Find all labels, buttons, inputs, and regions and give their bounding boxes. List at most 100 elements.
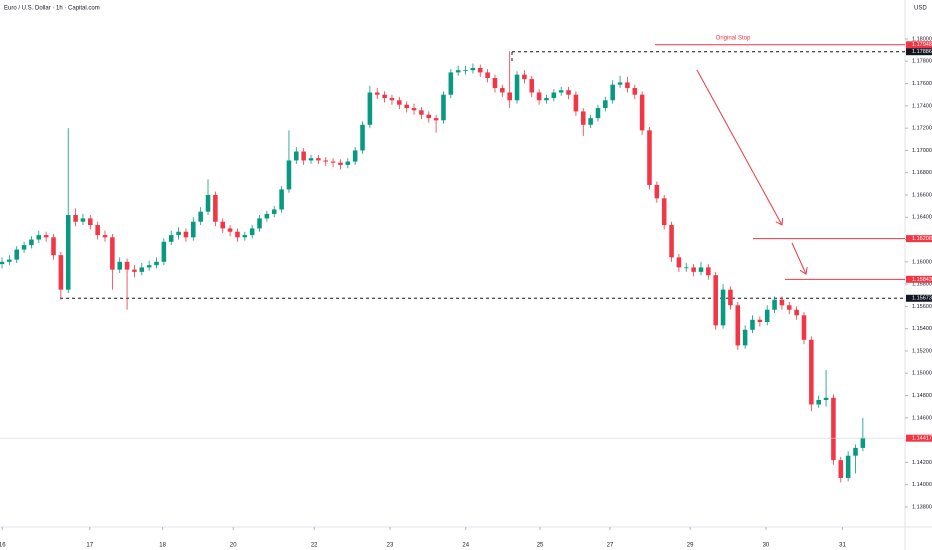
candle-body — [205, 194, 211, 212]
candle-body — [426, 114, 432, 119]
x-tick-label: 17 — [86, 543, 93, 549]
candle-body — [95, 225, 100, 236]
y-tick-label: 1.14200 — [912, 460, 932, 466]
candle-body — [816, 399, 821, 405]
candle-body — [330, 161, 336, 163]
candle-body — [308, 158, 314, 161]
y-tick-label: 1.16000 — [912, 259, 932, 265]
y-tick-label: 1.14600 — [912, 415, 932, 421]
candle-body — [249, 228, 255, 236]
candle-body — [477, 67, 483, 73]
chart-title: Euro / U.S. Dollar · 1h · Capital.com — [4, 6, 100, 12]
candle-body — [110, 237, 115, 270]
candle-body — [654, 184, 660, 199]
candle-body — [146, 265, 152, 268]
candle-body — [404, 104, 409, 109]
candle-body — [117, 261, 123, 270]
candle-body — [669, 225, 674, 258]
candle-body — [786, 305, 792, 310]
candle-body — [102, 235, 108, 238]
x-tick-label: 24 — [462, 543, 469, 549]
candle-body — [485, 72, 490, 78]
candle-body — [831, 397, 836, 461]
candle-body — [88, 218, 93, 226]
candle-body — [845, 455, 851, 478]
candle-body — [661, 198, 667, 226]
candle-body — [235, 231, 240, 238]
candle-body — [514, 74, 520, 101]
candle-body — [580, 111, 586, 125]
candle-body — [183, 231, 189, 238]
candle-body — [595, 108, 601, 119]
price-badge — [906, 235, 932, 243]
candle-body — [0, 261, 5, 265]
candle-body — [691, 267, 696, 272]
price-badge-label: 1.16208 — [912, 236, 932, 242]
y-tick-label: 1.14000 — [912, 482, 932, 488]
candle-body — [742, 329, 748, 346]
candle-body — [588, 118, 593, 125]
candle-body — [323, 160, 329, 162]
candle-body — [36, 235, 42, 240]
candle-body — [455, 70, 461, 73]
candle-body — [544, 98, 549, 101]
x-tick-label: 25 — [537, 543, 544, 549]
y-tick-label: 1.17600 — [912, 81, 932, 87]
candle-body — [389, 98, 395, 101]
candle-body — [286, 160, 292, 190]
y-tick-label: 1.15200 — [912, 348, 932, 354]
arrow — [791, 242, 806, 274]
candle-body — [713, 275, 718, 326]
candle-body — [823, 397, 829, 400]
candle-body — [573, 94, 579, 112]
candle-body — [566, 90, 571, 95]
candle-body — [853, 447, 858, 456]
candle-body — [367, 92, 373, 125]
candle-body — [382, 94, 387, 99]
candle-body — [264, 213, 270, 219]
candle-body — [360, 124, 365, 151]
candle-body — [463, 70, 468, 71]
candle-body — [191, 221, 196, 238]
candle-body — [198, 211, 203, 222]
candle-body — [735, 305, 741, 346]
candle-body — [698, 267, 704, 272]
candle-body — [647, 130, 652, 185]
candle-body — [419, 110, 424, 115]
candle-body — [154, 261, 159, 266]
y-tick-label: 1.14800 — [912, 393, 932, 399]
y-tick-label: 1.17400 — [912, 103, 932, 109]
candle-body — [397, 100, 402, 105]
y-tick-label: 1.15400 — [912, 326, 932, 332]
candle-body — [161, 241, 167, 262]
candle-body — [213, 194, 218, 222]
candle-body — [536, 92, 542, 101]
candle-body — [603, 100, 608, 109]
candle-body — [29, 239, 34, 246]
candle-body — [433, 118, 439, 121]
candle-body — [794, 309, 799, 316]
candle-body — [500, 88, 505, 93]
candle-body — [271, 209, 277, 214]
candle-body — [139, 267, 145, 272]
x-tick-label: 22 — [311, 543, 318, 549]
x-tick-label: 23 — [387, 543, 394, 549]
candle-body — [43, 235, 49, 238]
price-badge-label: 1.15843 — [912, 277, 932, 283]
candle-body — [279, 189, 284, 210]
candle-body — [227, 228, 233, 232]
candle-body — [345, 161, 351, 165]
candle-body — [338, 162, 343, 165]
y-tick-label: 1.16400 — [912, 215, 932, 221]
candle-body — [625, 82, 630, 89]
y-tick-label: 1.17000 — [912, 148, 932, 154]
candle-body — [294, 151, 299, 161]
x-tick-label: 27 — [607, 543, 614, 549]
price-badge — [906, 275, 932, 283]
candle-body — [683, 267, 689, 269]
candle-body — [809, 339, 814, 405]
x-tick-label: 31 — [839, 543, 846, 549]
candle-body — [470, 67, 476, 71]
y-tick-label: 1.18000 — [912, 36, 932, 42]
candle-body — [301, 151, 306, 161]
